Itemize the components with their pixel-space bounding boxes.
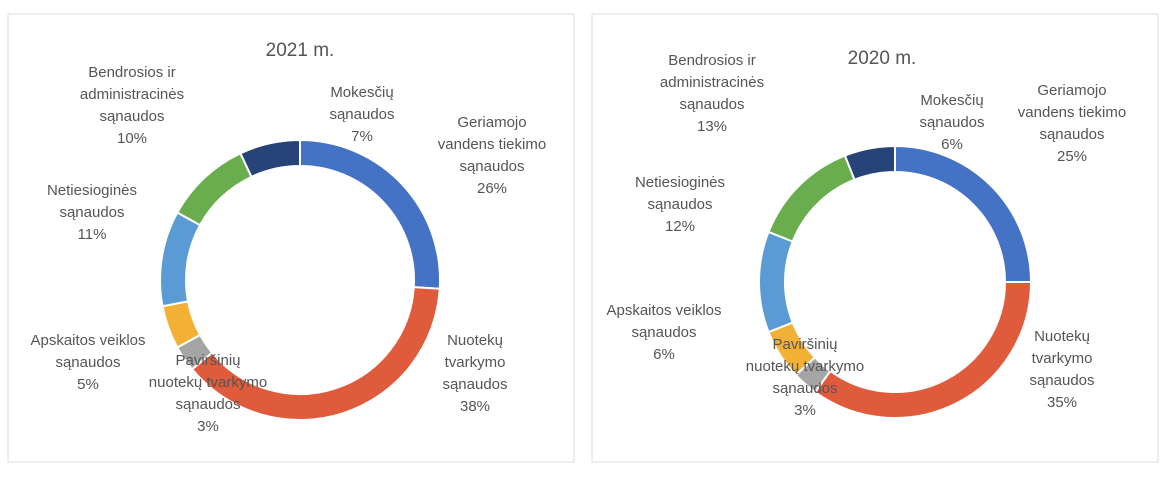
category-label: Bendrosios ir administracinės sąnaudos: [659, 52, 765, 113]
value-label: 25%: [1056, 148, 1088, 165]
category-label: Netiesioginės sąnaudos: [634, 174, 726, 213]
value-label: 35%: [1046, 394, 1078, 411]
data-label: Mokesčių sąnaudos 6%: [892, 90, 1012, 156]
data-label: Nuotekų tvarkymo sąnaudos 35%: [1002, 326, 1122, 414]
chart-title: 2020 m.: [847, 48, 917, 69]
donut-segment: [159, 211, 202, 308]
data-label: Bendrosios ir administracinės sąnaudos 10…: [72, 62, 192, 150]
donut-segment: [239, 138, 301, 179]
value-label: 13%: [696, 118, 728, 135]
category-label: Netiesioginės sąnaudos: [46, 182, 138, 221]
donut-segment: [894, 144, 1033, 283]
value-label: 26%: [476, 180, 508, 197]
data-label: Apskaitos veiklos sąnaudos 6%: [604, 300, 724, 366]
donut-segment: [843, 144, 896, 182]
data-label: Apskaitos veiklos sąnaudos 5%: [28, 330, 148, 396]
donut-segment: [299, 138, 441, 290]
category-label: Mokesčių sąnaudos: [919, 92, 985, 131]
donut-segment: [758, 230, 795, 334]
value-label: 38%: [459, 398, 491, 415]
category-label: Apskaitos veiklos sąnaudos: [30, 332, 146, 371]
category-label: Bendrosios ir administracinės sąnaudos: [79, 64, 185, 125]
value-label: 6%: [941, 136, 963, 153]
category-label: Nuotekų tvarkymo sąnaudos: [442, 332, 508, 393]
data-label: Netiesioginės sąnaudos 12%: [620, 172, 740, 238]
category-label: Apskaitos veiklos sąnaudos: [606, 302, 722, 341]
value-label: 3%: [794, 402, 816, 419]
panel-border: [7, 13, 575, 463]
value-label: 6%: [653, 346, 675, 363]
category-label: Mokesčių sąnaudos: [329, 84, 395, 123]
data-label: Paviršinių nuotekų tvarkymo sąnaudos 3%: [745, 334, 865, 422]
category-label: Paviršinių nuotekų tvarkymo sąnaudos: [745, 336, 865, 397]
data-label: Geriamojo vandens tiekimo sąnaudos 25%: [1012, 80, 1132, 168]
data-label: Netiesioginės sąnaudos 11%: [32, 180, 152, 246]
value-label: 10%: [116, 130, 148, 147]
category-label: Nuotekų tvarkymo sąnaudos: [1029, 328, 1095, 389]
data-label: Mokesčių sąnaudos 7%: [302, 82, 422, 148]
value-label: 5%: [77, 376, 99, 393]
value-label: 7%: [351, 128, 373, 145]
value-label: 12%: [664, 218, 696, 235]
value-label: 11%: [77, 226, 107, 243]
donut-segment: [175, 151, 253, 227]
chart-title: 2021 m.: [265, 40, 335, 61]
category-label: Paviršinių nuotekų tvarkymo sąnaudos: [148, 352, 268, 413]
data-label: Nuotekų tvarkymo sąnaudos 38%: [415, 330, 535, 418]
data-label: Geriamojo vandens tiekimo sąnaudos 26%: [432, 112, 552, 200]
category-label: Geriamojo vandens tiekimo sąnaudos: [1017, 82, 1127, 143]
data-label: Bendrosios ir administracinės sąnaudos 13…: [652, 50, 772, 138]
panel-border: [591, 13, 1159, 463]
value-label: 3%: [197, 418, 219, 435]
data-label: Paviršinių nuotekų tvarkymo sąnaudos 3%: [148, 350, 268, 438]
donut-segment: [767, 154, 856, 243]
category-label: Geriamojo vandens tiekimo sąnaudos: [437, 114, 547, 175]
